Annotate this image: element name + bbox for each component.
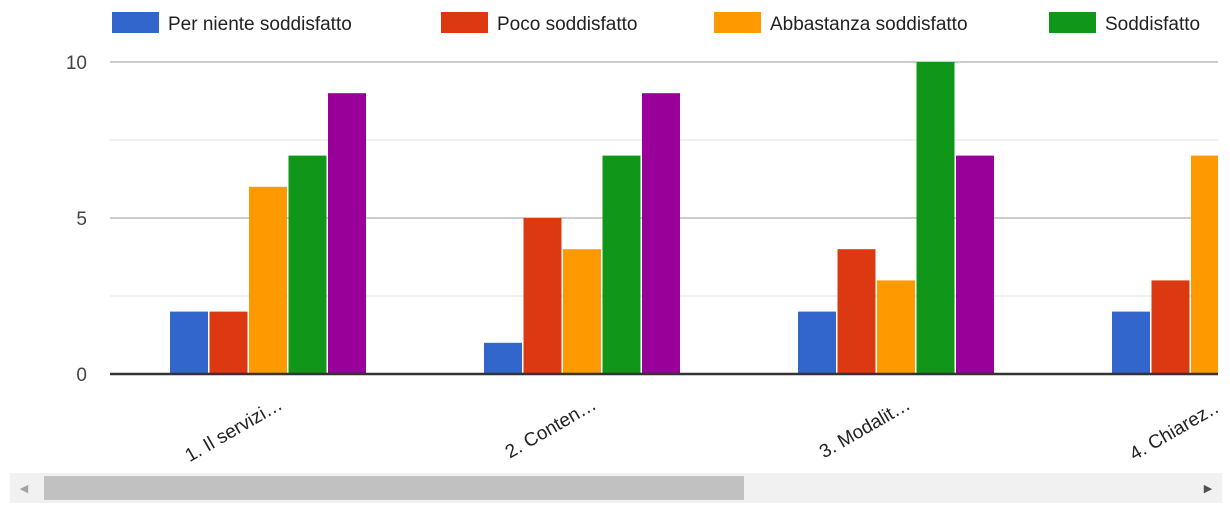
legend-swatch bbox=[1049, 12, 1096, 33]
bar bbox=[523, 218, 562, 374]
legend-item[interactable]: Soddisfatto bbox=[1049, 12, 1200, 35]
legend-item[interactable]: Poco soddisfatto bbox=[441, 12, 637, 35]
legend-swatch bbox=[714, 12, 761, 33]
bar bbox=[563, 249, 601, 374]
bar bbox=[328, 93, 366, 374]
scroll-left-arrow-icon[interactable]: ◀ bbox=[19, 481, 29, 495]
bar bbox=[837, 249, 876, 374]
bar bbox=[1191, 155, 1218, 374]
legend-label: Soddisfatto bbox=[1105, 14, 1200, 35]
legend-item[interactable]: Per niente soddisfatto bbox=[112, 12, 352, 35]
bar bbox=[602, 155, 641, 374]
legend-swatch bbox=[441, 12, 488, 33]
x-category-label: 3. Modalit… bbox=[816, 394, 914, 463]
legend-swatch bbox=[112, 12, 159, 33]
bar bbox=[877, 280, 915, 374]
bar-chart: 0 5 10 1. Il servizi… 2. Conten… 3. Modalit…… bbox=[66, 12, 1228, 467]
x-category-label: 1. Il servizi… bbox=[182, 394, 287, 467]
x-axis-labels: 1. Il servizi… 2. Conten… 3. Modalit… 4. Ch… bbox=[182, 394, 1228, 467]
legend: Per niente soddisfatto Poco soddisfatto Ab… bbox=[112, 12, 1200, 35]
bar bbox=[1112, 311, 1150, 374]
y-axis: 0 5 10 bbox=[66, 53, 87, 386]
bar bbox=[484, 342, 522, 374]
horizontal-scrollbar[interactable]: ◀ ▶ bbox=[10, 473, 1222, 503]
bar bbox=[249, 186, 287, 374]
legend-label: Poco soddisfatto bbox=[497, 14, 637, 35]
bar bbox=[956, 155, 994, 374]
bar bbox=[916, 62, 955, 374]
legend-label: Per niente soddisfatto bbox=[168, 14, 352, 35]
bar bbox=[209, 311, 248, 374]
bar bbox=[798, 311, 836, 374]
x-category-label: 4. Chiarez… bbox=[1126, 394, 1228, 465]
bar bbox=[1151, 280, 1190, 374]
legend-item[interactable]: Abbastanza soddisfatto bbox=[714, 12, 968, 35]
scrollbar-thumb[interactable] bbox=[44, 476, 744, 500]
bar bbox=[642, 93, 680, 374]
legend-label: Abbastanza soddisfatto bbox=[770, 14, 968, 35]
bar bbox=[288, 155, 327, 374]
x-category-label: 2. Conten… bbox=[502, 394, 600, 463]
y-tick-label: 5 bbox=[76, 209, 87, 230]
scroll-right-arrow-icon[interactable]: ▶ bbox=[1203, 481, 1213, 495]
y-tick-label: 10 bbox=[66, 53, 87, 74]
bar bbox=[170, 311, 208, 374]
bars bbox=[170, 62, 1218, 374]
y-tick-label: 0 bbox=[76, 365, 87, 386]
